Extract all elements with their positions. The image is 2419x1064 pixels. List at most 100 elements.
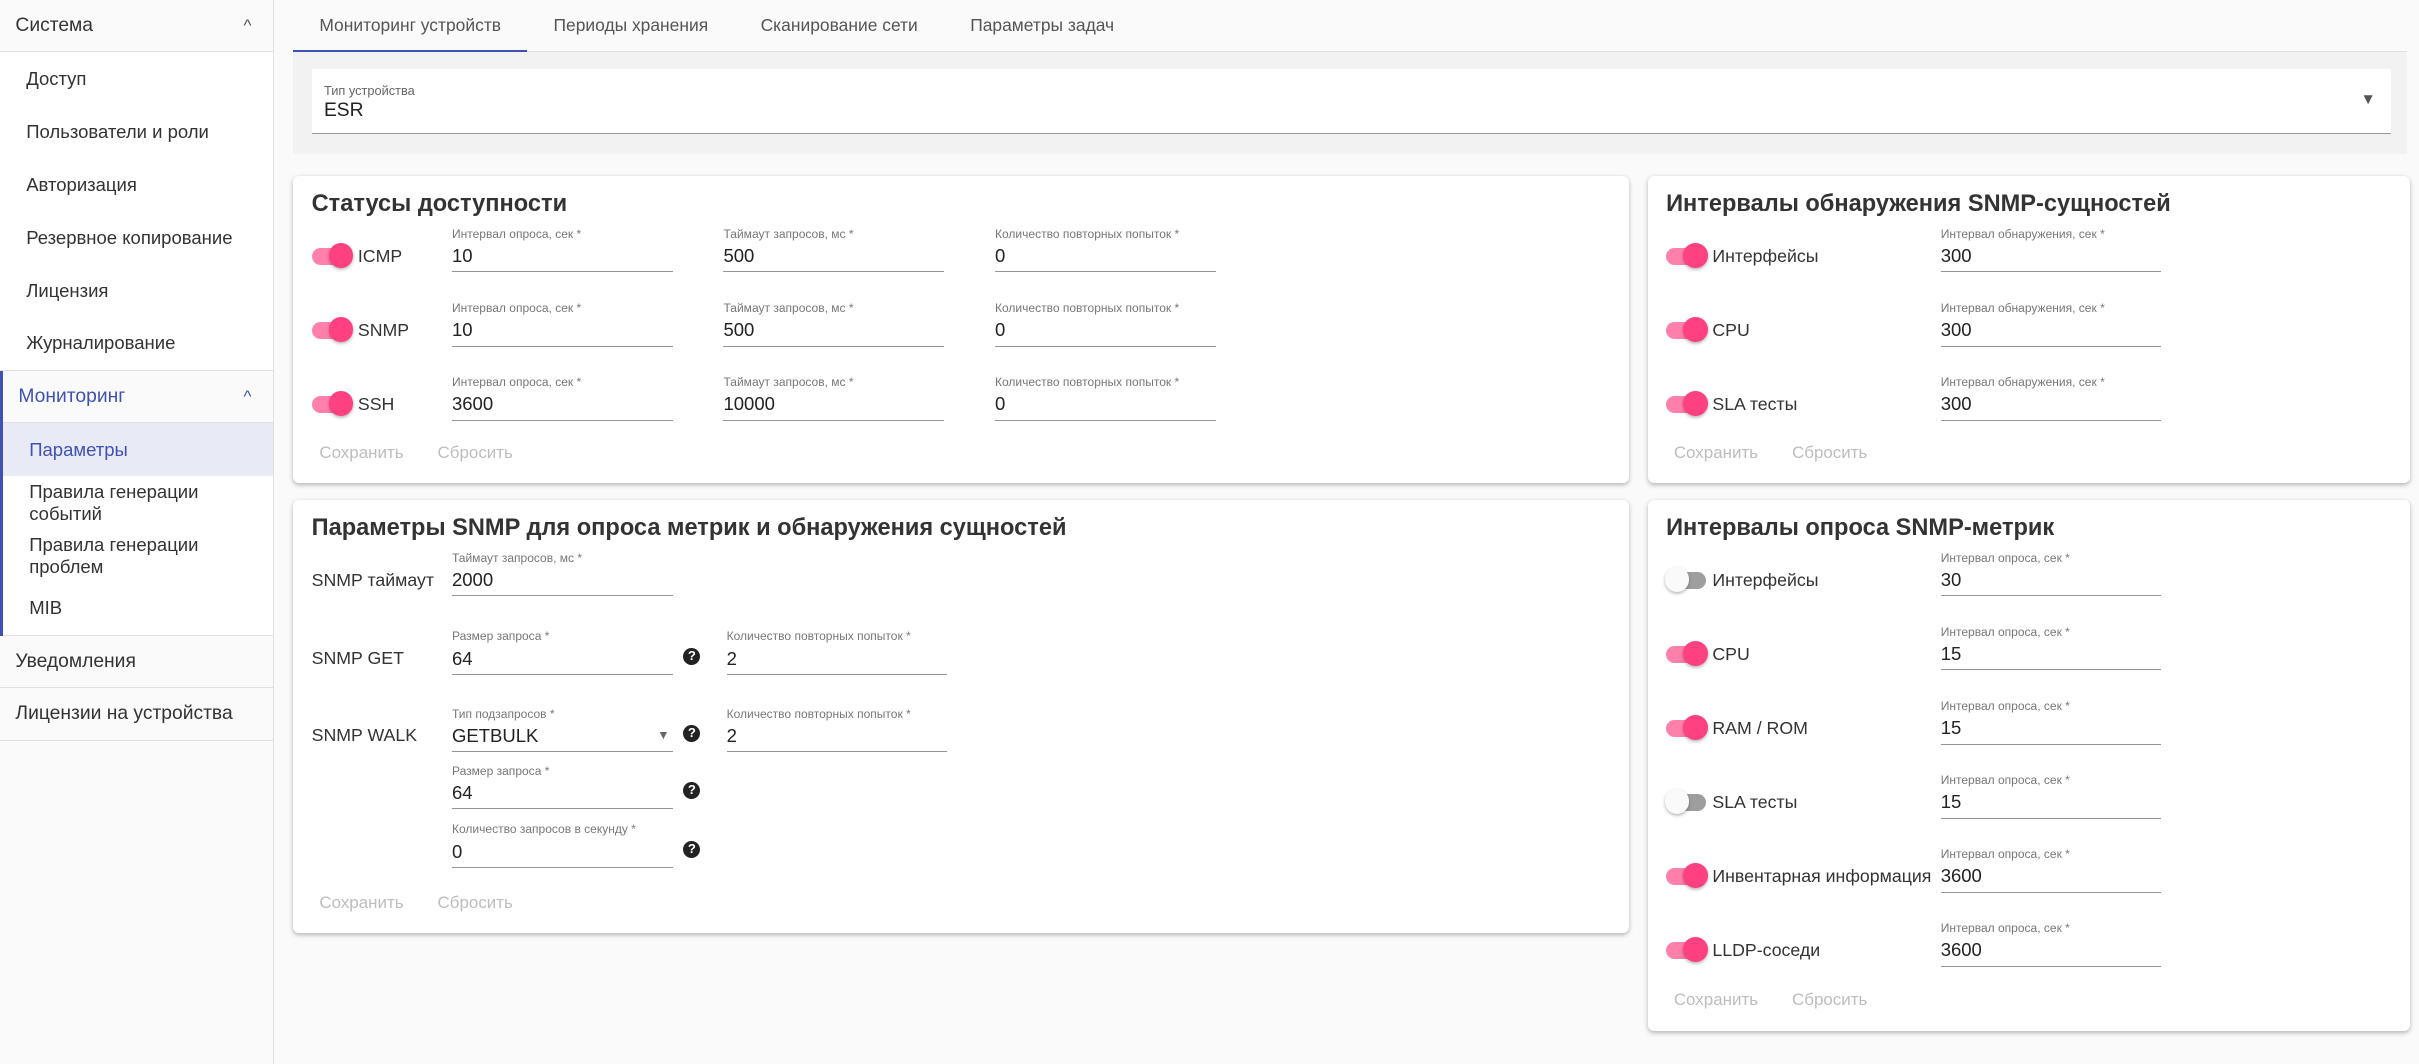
sidebar-item[interactable]: Пользователи и роли xyxy=(26,120,209,142)
number-field[interactable]: Количество запросов в секунду * 0 xyxy=(451,821,673,868)
field-value[interactable]: 3600 xyxy=(1940,939,2162,967)
toggle-thumb xyxy=(1683,317,1708,342)
number-field[interactable]: Интервал обнаружения, сек * 300 xyxy=(1940,225,2162,273)
field-value[interactable]: 15 xyxy=(1940,717,2162,745)
field-value[interactable]: GETBULK xyxy=(451,725,673,753)
field-value[interactable]: 0 xyxy=(994,319,1216,347)
sidebar-group-header[interactable]: Система ^ xyxy=(0,0,274,53)
sidebar-group-header[interactable]: Мониторинг ^ xyxy=(3,371,274,424)
number-field[interactable]: Размер запроса * 64 xyxy=(451,762,673,810)
field-value[interactable]: 300 xyxy=(1940,245,2162,273)
number-field[interactable]: Таймаут запросов, мс * 500 xyxy=(723,299,945,347)
row-name xyxy=(312,762,452,824)
select-field[interactable]: Тип подзапросов * GETBULK ▼ xyxy=(451,705,673,753)
toggle-switch[interactable] xyxy=(311,391,354,416)
toggle-switch[interactable] xyxy=(1666,937,1708,962)
toggle-switch[interactable] xyxy=(1666,391,1708,416)
sidebar-item[interactable]: Журналирование xyxy=(26,332,176,354)
save-button[interactable]: Сохранить xyxy=(319,893,404,913)
field-label: Размер запроса * xyxy=(451,629,550,644)
field-value[interactable]: 2000 xyxy=(451,569,673,597)
help-icon[interactable]: ? xyxy=(683,725,701,742)
field-value[interactable]: 300 xyxy=(1940,319,2162,347)
number-field[interactable]: Интервал обнаружения, сек * 300 xyxy=(1940,373,2162,421)
save-button[interactable]: Сохранить xyxy=(319,442,404,462)
tab[interactable]: Периоды хранения xyxy=(553,15,709,36)
toggle-switch[interactable] xyxy=(1666,317,1708,342)
sidebar-item[interactable]: MIB xyxy=(29,597,63,619)
number-field[interactable]: Таймаут запросов, мс * 10000 xyxy=(723,373,945,421)
field-value[interactable]: 30 xyxy=(1940,569,2162,597)
sidebar-item[interactable]: Резервное копирование xyxy=(26,226,233,248)
number-field[interactable]: Количество повторных попыток * 0 xyxy=(994,373,1216,421)
sidebar-item[interactable]: Лицензия xyxy=(26,279,109,301)
toggle-switch[interactable] xyxy=(1666,715,1708,740)
field-value[interactable]: 15 xyxy=(1940,643,2162,671)
number-field[interactable]: Количество повторных попыток * 2 xyxy=(726,705,948,753)
number-field[interactable]: Количество повторных попыток * 0 xyxy=(994,299,1216,347)
number-field[interactable]: Интервал опроса, сек * 3600 xyxy=(1940,845,2162,893)
help-icon[interactable]: ? xyxy=(683,782,701,800)
card-title: Интервалы обнаружения SNMP-сущностей xyxy=(1666,191,2171,218)
number-field[interactable]: Интервал опроса, сек * 10 xyxy=(451,225,673,273)
tab[interactable]: Параметры задач xyxy=(970,15,1115,36)
field-value[interactable]: 10000 xyxy=(723,393,945,421)
number-field[interactable]: Таймаут запросов, мс * 2000 xyxy=(451,549,673,597)
field-value[interactable]: 0 xyxy=(994,245,1216,273)
number-field[interactable]: Интервал опроса, сек * 3600 xyxy=(1940,919,2162,967)
reset-button[interactable]: Сбросить xyxy=(437,442,513,462)
number-field[interactable]: Интервал опроса, сек * 15 xyxy=(1940,623,2162,671)
field-value[interactable]: 0 xyxy=(451,841,673,868)
toggle-switch[interactable] xyxy=(311,242,354,268)
field-value[interactable]: 10 xyxy=(451,319,673,347)
field-value[interactable]: 3600 xyxy=(1940,865,2162,893)
reset-button[interactable]: Сбросить xyxy=(1792,990,1868,1010)
sidebar-item[interactable]: Доступ xyxy=(26,67,87,89)
field-value[interactable]: 3600 xyxy=(451,393,673,421)
row-name: Интерфейсы xyxy=(1666,225,1941,287)
device-type-select[interactable]: Тип устройства ESR ▼ xyxy=(311,69,2392,135)
reset-button[interactable]: Сбросить xyxy=(1792,442,1868,462)
sidebar-item[interactable]: Правила генерации проблем xyxy=(29,533,199,577)
field-label: Размер запроса * xyxy=(451,763,550,778)
field-value[interactable]: 10 xyxy=(451,245,673,273)
sidebar-item[interactable]: Параметры xyxy=(3,423,274,477)
number-field[interactable]: Интервал опроса, сек * 3600 xyxy=(451,373,673,421)
help-icon[interactable]: ? xyxy=(683,840,701,858)
field-value[interactable]: 64 xyxy=(451,782,673,810)
field-value[interactable]: 15 xyxy=(1940,791,2162,819)
sidebar-item[interactable]: Авторизация xyxy=(26,173,137,195)
save-button[interactable]: Сохранить xyxy=(1673,990,1759,1010)
number-field[interactable]: Интервал опроса, сек * 15 xyxy=(1940,697,2162,745)
reset-button[interactable]: Сбросить xyxy=(437,893,513,913)
tab[interactable]: Мониторинг устройств xyxy=(293,0,527,54)
number-field[interactable]: Размер запроса * 64 xyxy=(451,628,673,676)
toggle-switch[interactable] xyxy=(311,317,354,342)
field-value[interactable]: 2 xyxy=(726,725,948,753)
sidebar-item[interactable]: Правила генерации событий xyxy=(29,480,199,524)
number-field[interactable]: Количество повторных попыток * 0 xyxy=(994,225,1216,273)
tab[interactable]: Сканирование сети xyxy=(760,15,918,36)
field-value[interactable]: 2 xyxy=(726,648,948,676)
toggle-switch[interactable] xyxy=(1666,640,1708,666)
field-value[interactable]: 0 xyxy=(994,393,1216,421)
toggle-switch[interactable] xyxy=(1666,242,1708,268)
number-field[interactable]: Количество повторных попыток * 2 xyxy=(726,628,948,676)
field-value[interactable]: 64 xyxy=(451,648,673,676)
save-button[interactable]: Сохранить xyxy=(1673,442,1759,462)
sidebar-group-header[interactable]: Лицензии на устройства xyxy=(0,688,274,741)
help-icon[interactable]: ? xyxy=(683,647,701,665)
number-field[interactable]: Интервал обнаружения, сек * 300 xyxy=(1940,299,2162,347)
field-value[interactable]: 500 xyxy=(723,319,945,347)
number-field[interactable]: Интервал опроса, сек * 10 xyxy=(451,299,673,347)
field-value[interactable]: 500 xyxy=(723,245,945,273)
sidebar-group-header[interactable]: Уведомления xyxy=(0,636,274,689)
toggle-switch[interactable] xyxy=(1666,863,1708,888)
toggle-switch[interactable] xyxy=(1664,789,1707,814)
number-field[interactable]: Интервал опроса, сек * 30 xyxy=(1940,549,2162,597)
sidebar-group-label: Система xyxy=(15,14,94,36)
number-field[interactable]: Интервал опроса, сек * 15 xyxy=(1940,771,2162,819)
field-value[interactable]: 300 xyxy=(1940,393,2162,421)
number-field[interactable]: Таймаут запросов, мс * 500 xyxy=(723,225,945,273)
toggle-switch[interactable] xyxy=(1664,566,1707,592)
